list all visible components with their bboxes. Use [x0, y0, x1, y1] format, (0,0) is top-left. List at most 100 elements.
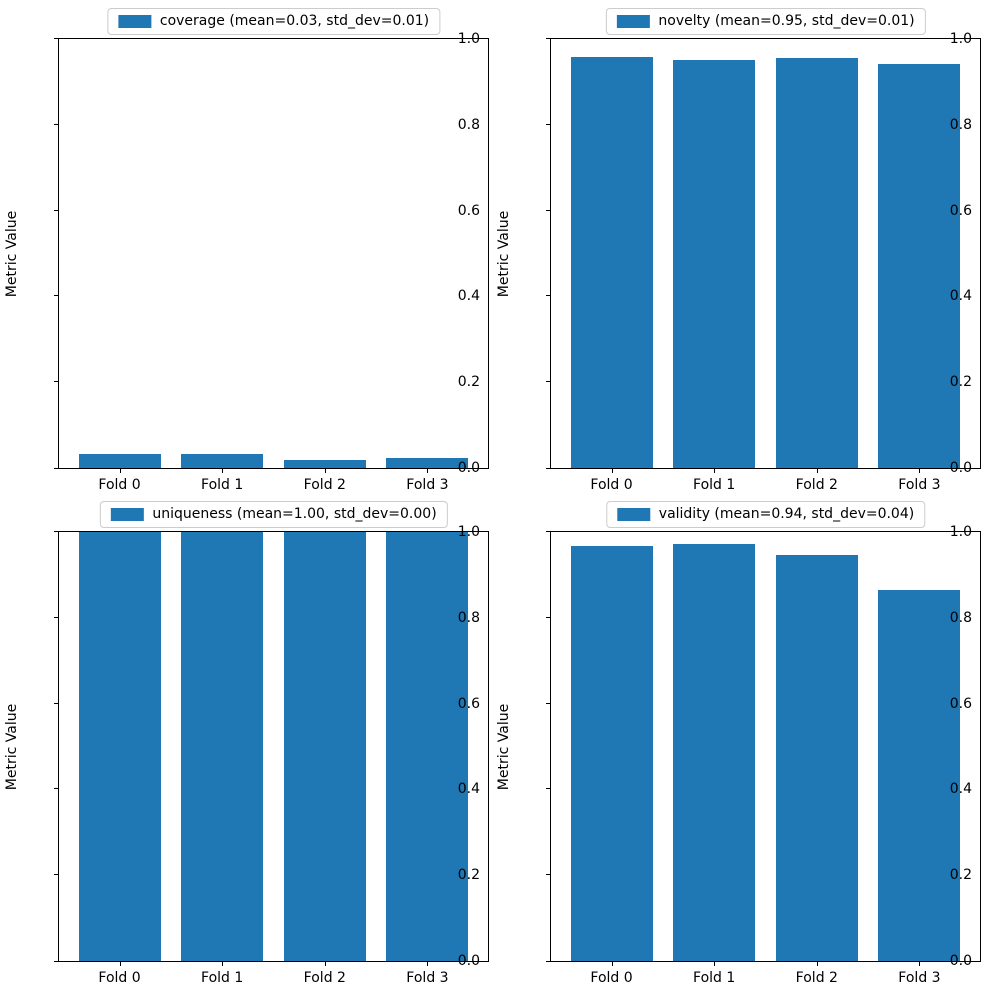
- legend-coverage: coverage (mean=0.03, std_dev=0.01): [106, 8, 441, 35]
- y-tick-mark: [54, 531, 59, 532]
- x-tick-mark: [427, 468, 429, 473]
- x-tick-label: Fold 0: [590, 477, 633, 493]
- chart-validity: validity (mean=0.94, std_dev=0.04) Metri…: [496, 501, 981, 986]
- y-tick-mark: [54, 616, 59, 618]
- y-axis-label: Metric Value: [496, 703, 512, 790]
- x-tick-label: Fold 2: [795, 477, 838, 493]
- x-tick-label: Fold 3: [898, 970, 941, 986]
- y-tick-label: 0.6: [457, 695, 480, 712]
- y-tick-label: 0.6: [949, 695, 972, 712]
- bar-fold-3: [386, 532, 469, 961]
- y-tick-mark: [54, 295, 59, 297]
- y-tick-mark: [546, 468, 551, 469]
- x-tick-label: Fold 2: [795, 970, 838, 986]
- y-tick-label: 1.0: [457, 524, 480, 540]
- y-tick-mark: [546, 531, 551, 532]
- y-tick-mark: [546, 961, 551, 962]
- y-tick-mark: [546, 702, 551, 704]
- legend-novelty: novelty (mean=0.95, std_dev=0.01): [605, 8, 926, 35]
- legend-swatch-icon: [616, 14, 650, 28]
- y-tick-label: 0.2: [949, 867, 972, 884]
- bar-fold-1: [673, 60, 756, 468]
- plot-area: Fold 0 Fold 1 Fold 2 Fold 3 0.0 0.2 0.4 0.6 0.8 1…: [546, 32, 981, 493]
- x-tick-label: Fold 0: [98, 477, 141, 493]
- y-tick-label: 0.4: [457, 781, 480, 798]
- x-tick-label: Fold 0: [590, 970, 633, 986]
- y-tick-mark: [546, 209, 551, 211]
- bar-fold-0: [570, 545, 653, 961]
- y-tick-label: 0.8: [457, 609, 480, 626]
- bar-fold-0: [78, 454, 161, 468]
- y-tick-mark: [54, 874, 59, 876]
- chart-novelty: novelty (mean=0.95, std_dev=0.01) Metric…: [496, 8, 981, 493]
- x-tick-mark: [222, 961, 224, 966]
- y-tick-mark: [546, 381, 551, 383]
- y-tick-label: 0.2: [457, 374, 480, 391]
- x-tick-mark: [222, 468, 224, 473]
- bar-fold-2: [775, 555, 858, 961]
- y-tick-mark: [546, 295, 551, 297]
- y-tick-label: 0.8: [949, 116, 972, 133]
- x-tick-label: Fold 2: [303, 970, 346, 986]
- bar-fold-0: [570, 57, 653, 468]
- bar-fold-0: [78, 532, 161, 961]
- x-tick-label: Fold 2: [303, 477, 346, 493]
- x-tick-mark: [919, 468, 921, 473]
- y-axis-label: Metric Value: [496, 210, 512, 297]
- y-tick-label: 0.6: [457, 202, 480, 219]
- y-tick-label: 1.0: [949, 524, 972, 540]
- y-tick-label: 0.8: [949, 609, 972, 626]
- x-tick-mark: [611, 961, 613, 966]
- x-tick-mark: [324, 961, 326, 966]
- y-axis-label: Metric Value: [4, 210, 20, 297]
- x-tick-mark: [427, 961, 429, 966]
- legend-validity: validity (mean=0.94, std_dev=0.04): [605, 501, 926, 528]
- y-tick-mark: [54, 702, 59, 704]
- y-tick-label: 0.2: [457, 867, 480, 884]
- legend-label: coverage (mean=0.03, std_dev=0.01): [159, 13, 430, 29]
- x-tick-mark: [119, 468, 121, 473]
- legend-label: uniqueness (mean=1.00, std_dev=0.00): [152, 506, 437, 522]
- x-tick-label: Fold 1: [693, 477, 736, 493]
- bar-fold-3: [878, 590, 961, 961]
- legend-label: novelty (mean=0.95, std_dev=0.01): [658, 13, 915, 29]
- y-tick-mark: [546, 874, 551, 876]
- x-tick-label: Fold 1: [201, 477, 244, 493]
- y-tick-mark: [54, 38, 59, 39]
- legend-label: validity (mean=0.94, std_dev=0.04): [658, 506, 915, 522]
- y-tick-mark: [54, 468, 59, 469]
- x-tick-label: Fold 3: [898, 477, 941, 493]
- bar-fold-1: [181, 453, 264, 468]
- x-tick-label: Fold 1: [201, 970, 244, 986]
- y-tick-label: 0.6: [949, 202, 972, 219]
- plot-area: Fold 0 Fold 1 Fold 2 Fold 3 0.0 0.2 0.4 0.6 0.8 1…: [54, 525, 489, 986]
- legend-swatch-icon: [117, 14, 151, 28]
- bar-fold-1: [181, 532, 264, 961]
- x-tick-label: Fold 3: [406, 970, 449, 986]
- x-tick-label: Fold 1: [693, 970, 736, 986]
- legend-swatch-icon: [110, 507, 144, 521]
- x-tick-label: Fold 3: [406, 477, 449, 493]
- y-tick-mark: [54, 788, 59, 790]
- bar-fold-2: [775, 57, 858, 468]
- y-tick-mark: [546, 38, 551, 39]
- x-tick-mark: [816, 961, 818, 966]
- y-tick-label: 0.4: [949, 781, 972, 798]
- x-tick-mark: [919, 961, 921, 966]
- y-tick-mark: [54, 209, 59, 211]
- x-tick-mark: [816, 468, 818, 473]
- y-tick-mark: [54, 961, 59, 962]
- legend-swatch-icon: [616, 507, 650, 521]
- y-axis-label: Metric Value: [4, 703, 20, 790]
- chart-coverage: coverage (mean=0.03, std_dev=0.01) Metri…: [4, 8, 489, 493]
- y-tick-mark: [54, 381, 59, 383]
- bar-fold-2: [283, 532, 366, 961]
- bar-fold-3: [878, 63, 961, 468]
- chart-uniqueness: uniqueness (mean=1.00, std_dev=0.00) Met…: [4, 501, 489, 986]
- y-tick-label: 0.0: [949, 953, 972, 969]
- legend-uniqueness: uniqueness (mean=1.00, std_dev=0.00): [99, 501, 448, 528]
- y-tick-mark: [546, 123, 551, 125]
- y-tick-label: 1.0: [457, 31, 480, 47]
- x-tick-mark: [714, 468, 716, 473]
